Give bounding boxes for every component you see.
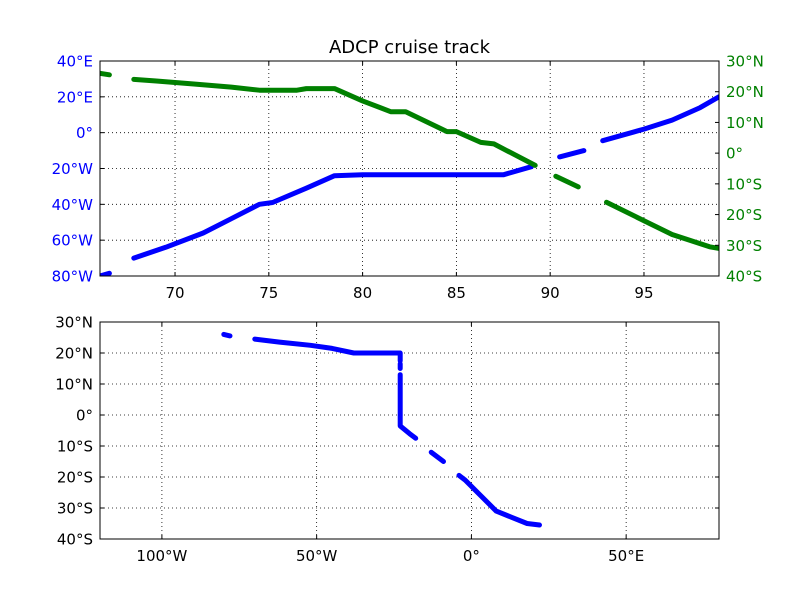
chart-top-panel: ADCP cruise track 70 75 80 85 90 95 80°W 60°W 40… [52,37,764,302]
track-segment [252,336,403,364]
left-y-tick-label: 20°E [57,88,93,106]
left-y-tick-label: 30°S [57,500,93,518]
left-y-tick-label: 40°W [52,196,94,214]
plot-frame [99,321,720,540]
left-y-tick-label: 20°S [57,469,93,487]
right-y-tick-label: 40°S [726,268,762,286]
series-layer [100,70,719,276]
right-y-tick-label: 30°N [726,53,764,71]
x-tick-label: 50°E [608,547,644,565]
track-segment [600,94,719,144]
track-segment [221,331,233,339]
left-y-tick-label: 0° [76,407,93,425]
axis-ticks: 70 75 80 85 90 95 80°W 60°W 40°W 20°W 0° 20°E 40°E 40… [52,53,764,303]
x-tick-label: 75 [259,284,278,302]
right-y-tick-label: 20°N [726,83,764,101]
left-y-tick-label: 20°W [52,160,94,178]
x-tick-label: 95 [634,284,653,302]
grid [100,321,719,540]
x-tick-label: 70 [165,284,184,302]
left-y-tick-label: 10°N [55,376,93,394]
left-y-tick-label: 40°S [57,531,93,549]
track-segment [100,70,112,78]
left-y-tick-label: 40°E [57,53,93,71]
right-y-tick-label: 30°S [726,237,762,255]
series-0-main [221,331,542,528]
right-y-tick-label: 0° [726,145,743,163]
track-segment [428,449,446,464]
right-y-tick-label: 10°S [726,175,762,193]
track-segment [553,173,581,190]
x-tick-label: 90 [541,284,560,302]
grid [100,60,719,277]
x-tick-label: 80 [353,284,372,302]
x-tick-label: 100°W [136,547,187,565]
x-tick-label: 0° [463,547,480,565]
track-segment [131,164,534,261]
left-y-tick-label: 0° [76,124,93,142]
series-1-right [100,70,719,251]
x-tick-label: 85 [447,284,466,302]
track-segment [557,148,587,160]
right-y-tick-label: 10°N [726,114,764,132]
track-segment [456,472,542,528]
left-y-tick-label: 60°W [52,232,94,250]
left-y-tick-label: 20°N [55,345,93,363]
left-y-tick-label: 30°N [55,314,93,332]
series-layer [221,331,542,528]
track-segment [604,199,719,251]
right-y-tick-label: 20°S [726,206,762,224]
axis-ticks: 100°W 50°W 0° 50°E 40°S 30°S 20°S 10°S 0° 10°N 20°… [55,314,719,565]
track-segment [131,76,538,168]
x-tick-label: 50°W [296,547,338,565]
track-segment [397,372,419,441]
left-y-tick-label: 10°S [57,438,93,456]
left-y-tick-label: 80°W [52,268,94,286]
chart-bottom-panel: 100°W 50°W 0° 50°E 40°S 30°S 20°S 10°S 0° 10°N 20°… [55,314,720,565]
series-0-left [100,94,719,276]
chart-title: ADCP cruise track [329,37,491,58]
